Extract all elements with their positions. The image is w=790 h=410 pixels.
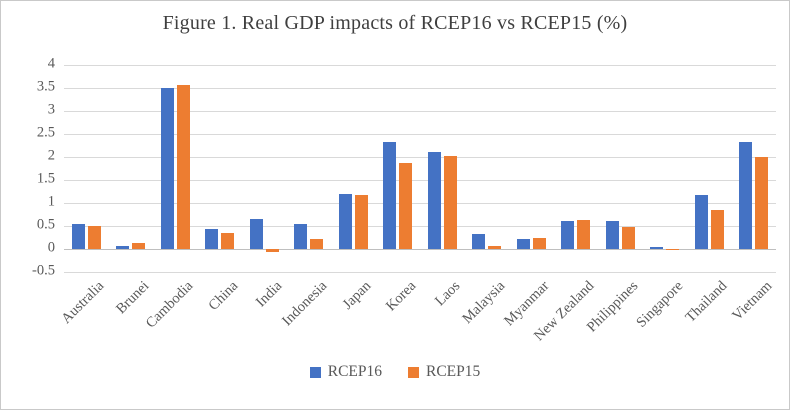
bar-singapore-rcep16 [650, 246, 664, 249]
gridline-2 [64, 157, 776, 158]
bar-australia-rcep15 [87, 226, 101, 249]
legend-label-rcep16: RCEP16 [327, 363, 382, 380]
bar-brunei-rcep16 [116, 245, 130, 249]
bar-laos-rcep16 [427, 151, 441, 249]
bar-australia-rcep16 [71, 223, 85, 249]
gridline-1.5 [64, 180, 776, 181]
y-tick-1: 1 [47, 193, 55, 210]
bar-brunei-rcep15 [132, 243, 146, 249]
legend-swatch-rcep16-icon [309, 366, 321, 378]
y-tick-3: 3 [47, 101, 55, 118]
y-tick-3.5: 3.5 [36, 78, 55, 95]
gridline-3.5 [64, 88, 776, 89]
plot-area: 4 3.5 3 2.5 2 1.5 1 0.5 0 -0.5 Australia Brunei Camb… [32, 56, 776, 344]
legend-item-rcep15: RCEP15 [408, 363, 480, 381]
bar-myanmar-rcep16 [516, 238, 530, 249]
gridline-1 [64, 203, 776, 204]
gridline-3 [64, 111, 776, 112]
legend-swatch-rcep15-icon [408, 366, 419, 378]
bar-malaysia-rcep15 [488, 246, 502, 249]
bar-new-zealand-rcep16 [561, 220, 575, 249]
legend-item-rcep16: RCEP16 [309, 363, 382, 381]
bar-indonesia-rcep16 [294, 224, 308, 249]
chart-title: Figure 1. Real GDP impacts of RCEP16 vs … [162, 12, 628, 34]
bar-india-rcep15 [265, 249, 279, 253]
bar-cambodia-rcep16 [160, 88, 174, 249]
bar-malaysia-rcep16 [472, 233, 486, 249]
legend: RCEP16 RCEP15 [1, 363, 789, 381]
bar-china-rcep16 [205, 229, 219, 249]
bar-vietnam-rcep15 [755, 157, 769, 249]
bar-japan-rcep16 [338, 193, 352, 249]
y-tick-0.5: 0.5 [36, 216, 55, 233]
bar-cambodia-rcep15 [176, 84, 190, 249]
bar-china-rcep15 [221, 232, 235, 249]
y-tick-2: 2 [47, 147, 55, 164]
gridline-4 [64, 65, 776, 66]
gridline-0.5 [64, 226, 776, 227]
y-tick-2.5: 2.5 [36, 124, 55, 141]
y-tick--0.5: -0.5 [32, 262, 55, 279]
y-tick-0: 0 [47, 239, 55, 256]
gridline--0.5 [64, 272, 776, 273]
axis-zero-line [64, 249, 776, 250]
bar-philippines-rcep15 [621, 226, 635, 249]
bar-philippines-rcep16 [605, 221, 619, 249]
y-tick-4: 4 [47, 55, 55, 72]
bar-korea-rcep15 [399, 162, 413, 249]
bar-indonesia-rcep15 [310, 238, 324, 249]
bar-japan-rcep15 [354, 195, 368, 249]
bar-laos-rcep15 [443, 155, 457, 249]
bar-myanmar-rcep15 [532, 237, 546, 249]
bar-thailand-rcep16 [694, 194, 708, 249]
bar-korea-rcep16 [383, 141, 397, 249]
bar-thailand-rcep15 [710, 209, 724, 249]
legend-label-rcep15: RCEP15 [426, 363, 481, 380]
bar-india-rcep16 [249, 219, 263, 249]
bar-singapore-rcep15 [666, 248, 680, 249]
bar-vietnam-rcep16 [739, 142, 753, 249]
gridline-2.5 [64, 134, 776, 135]
bar-new-zealand-rcep15 [577, 219, 591, 249]
y-tick-1.5: 1.5 [36, 170, 55, 187]
